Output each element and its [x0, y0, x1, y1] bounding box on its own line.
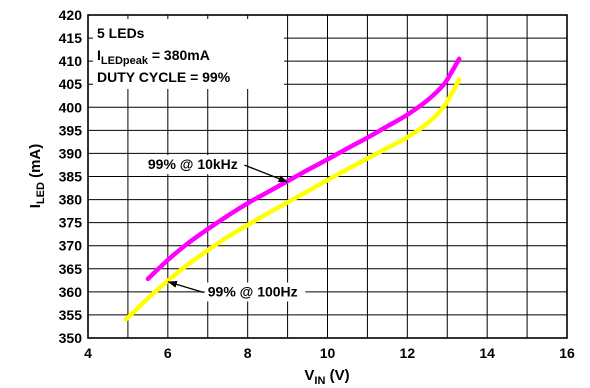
- y-tick-label: 390: [59, 145, 83, 161]
- x-tick-label: 6: [164, 345, 172, 361]
- y-tick-label: 350: [59, 330, 83, 346]
- y-tick-label: 385: [59, 169, 83, 185]
- y-tick-label: 420: [59, 7, 83, 23]
- y-tick-label: 360: [59, 284, 83, 300]
- x-tick-label: 4: [84, 345, 92, 361]
- y-tick-label: 410: [59, 53, 83, 69]
- y-tick-labels: 350 355 360 365 370 375 380 385 390 395 400 405 410 4…: [59, 7, 83, 346]
- x-tick-labels: 4 6 8 10 12 14 16: [84, 345, 575, 361]
- legend-box-background: [93, 19, 284, 89]
- y-tick-label: 375: [59, 215, 83, 231]
- y-tick-label: 395: [59, 122, 83, 138]
- legend-line-duty-cycle: DUTY CYCLE = 99%: [97, 69, 231, 85]
- y-tick-label: 365: [59, 261, 83, 277]
- x-axis-label: VIN (V): [304, 367, 349, 387]
- annotations: 99% @ 10kHz 99% @ 100Hz: [144, 155, 306, 302]
- annotation-label: 99% @ 100Hz: [208, 283, 298, 299]
- series-lines: [123, 56, 462, 322]
- series-line-1: [145, 56, 462, 282]
- x-tick-label: 16: [559, 345, 575, 361]
- annotation-1: 99% @ 10kHz: [144, 155, 288, 183]
- legend-line-leds: 5 LEDs: [97, 25, 145, 41]
- series-line-2: [123, 77, 462, 322]
- legend-line-peak-current: ILEDpeak = 380mA: [97, 47, 210, 67]
- y-tick-label: 405: [59, 76, 83, 92]
- x-tick-label: 14: [479, 345, 495, 361]
- y-tick-label: 415: [59, 30, 83, 46]
- x-tick-label: 10: [320, 345, 336, 361]
- annotation-background: [204, 282, 306, 302]
- annotation-label: 99% @ 10kHz: [148, 156, 238, 172]
- x-tick-label: 12: [400, 345, 416, 361]
- legend-box: 5 LEDs ILEDpeak = 380mA DUTY CYCLE = 99%: [93, 19, 284, 89]
- y-tick-label: 380: [59, 192, 83, 208]
- y-tick-label: 355: [59, 307, 83, 323]
- y-axis-label: ILED (mA): [27, 144, 47, 209]
- annotation-arrowhead: [167, 280, 178, 288]
- x-tick-label: 8: [244, 345, 252, 361]
- plot-frame: [87, 14, 568, 339]
- annotation-background: [144, 155, 246, 175]
- annotation-arrowhead: [277, 175, 288, 183]
- y-tick-label: 370: [59, 238, 83, 254]
- annotation-2: 99% @ 100Hz: [167, 280, 306, 302]
- y-tick-label: 400: [59, 99, 83, 115]
